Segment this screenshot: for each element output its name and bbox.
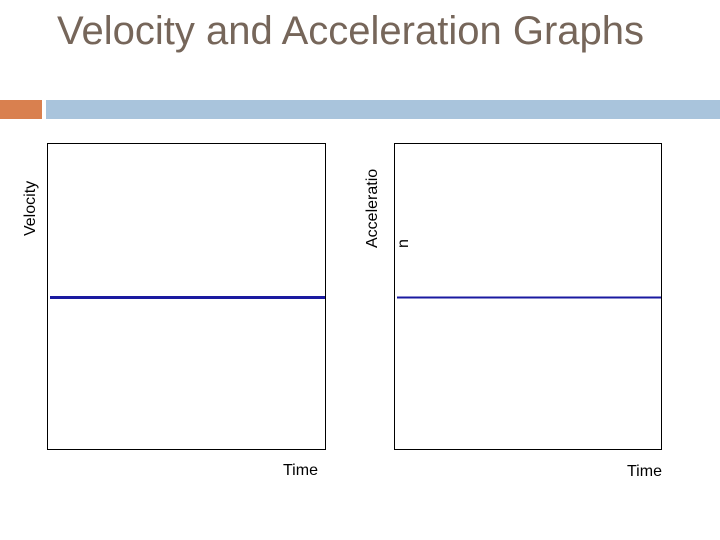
slide-title: Velocity and Acceleration Graphs	[57, 9, 645, 53]
acceleration-chart	[394, 143, 662, 450]
velocity-y-axis-label: Velocity	[22, 180, 39, 236]
velocity-chart	[47, 143, 326, 450]
accent-bar	[0, 100, 42, 119]
velocity-x-axis-label: Time	[283, 462, 318, 479]
title-underline-bar	[46, 100, 720, 119]
velocity-plot-area	[50, 296, 325, 299]
acceleration-y-axis-label-line2: n	[395, 239, 412, 248]
acceleration-y-axis-label-line1: Acceleratio	[364, 168, 381, 248]
acceleration-x-axis-label: Time	[627, 463, 662, 480]
acceleration-plot-area	[397, 296, 661, 299]
